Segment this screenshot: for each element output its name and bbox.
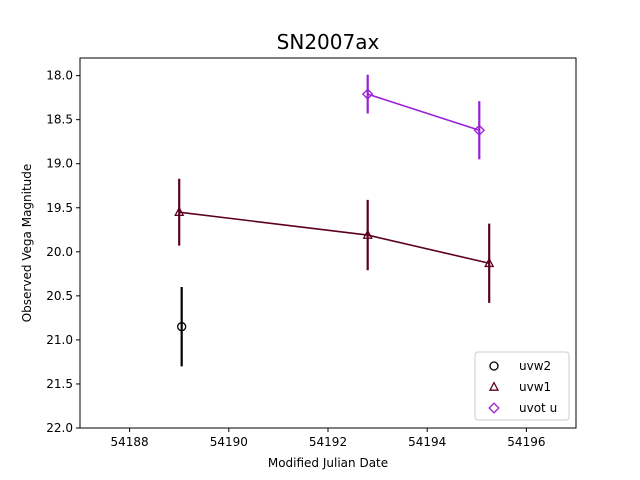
y-axis-label: Observed Vega Magnitude — [20, 164, 34, 323]
legend-marker — [488, 402, 500, 414]
legend-marker — [489, 361, 499, 371]
legend-label: uvot u — [519, 401, 557, 415]
y-tick-label: 18.5 — [46, 113, 73, 127]
y-tick-label: 22.0 — [46, 421, 73, 435]
y-tick-label: 18.0 — [46, 69, 73, 83]
y-tick-label: 19.0 — [46, 157, 73, 171]
data-point — [361, 88, 374, 100]
data-point — [362, 229, 373, 239]
chart-title: SN2007ax — [277, 30, 380, 54]
legend: uvw2 uvw1 uvot u — [474, 351, 570, 421]
x-tick-label: 54196 — [507, 435, 545, 449]
x-tick-label: 54190 — [210, 435, 248, 449]
legend-marker — [488, 381, 500, 391]
x-tick-label: 54192 — [309, 435, 347, 449]
y-tick-label: 20.0 — [46, 245, 73, 259]
legend-label: uvw2 — [519, 359, 551, 373]
y-tick-label: 21.5 — [46, 377, 73, 391]
data-point — [174, 206, 185, 217]
data-point — [177, 322, 187, 332]
x-axis-label: Modified Julian Date — [268, 456, 388, 470]
legend-label: uvw1 — [519, 380, 551, 394]
x-tick-label: 54188 — [111, 435, 149, 449]
y-tick-label: 19.5 — [46, 201, 73, 215]
series-line — [367, 93, 480, 131]
series-uvot-u — [361, 74, 485, 160]
data-point — [484, 257, 495, 268]
data-point — [473, 124, 485, 136]
series-line — [179, 211, 490, 265]
y-tick-label: 20.5 — [46, 289, 73, 303]
legend-box — [474, 351, 570, 421]
y-tick-label: 21.0 — [46, 333, 73, 347]
series-uvw2 — [177, 287, 187, 367]
series-uvw1 — [174, 178, 495, 303]
x-tick-label: 54194 — [408, 435, 446, 449]
